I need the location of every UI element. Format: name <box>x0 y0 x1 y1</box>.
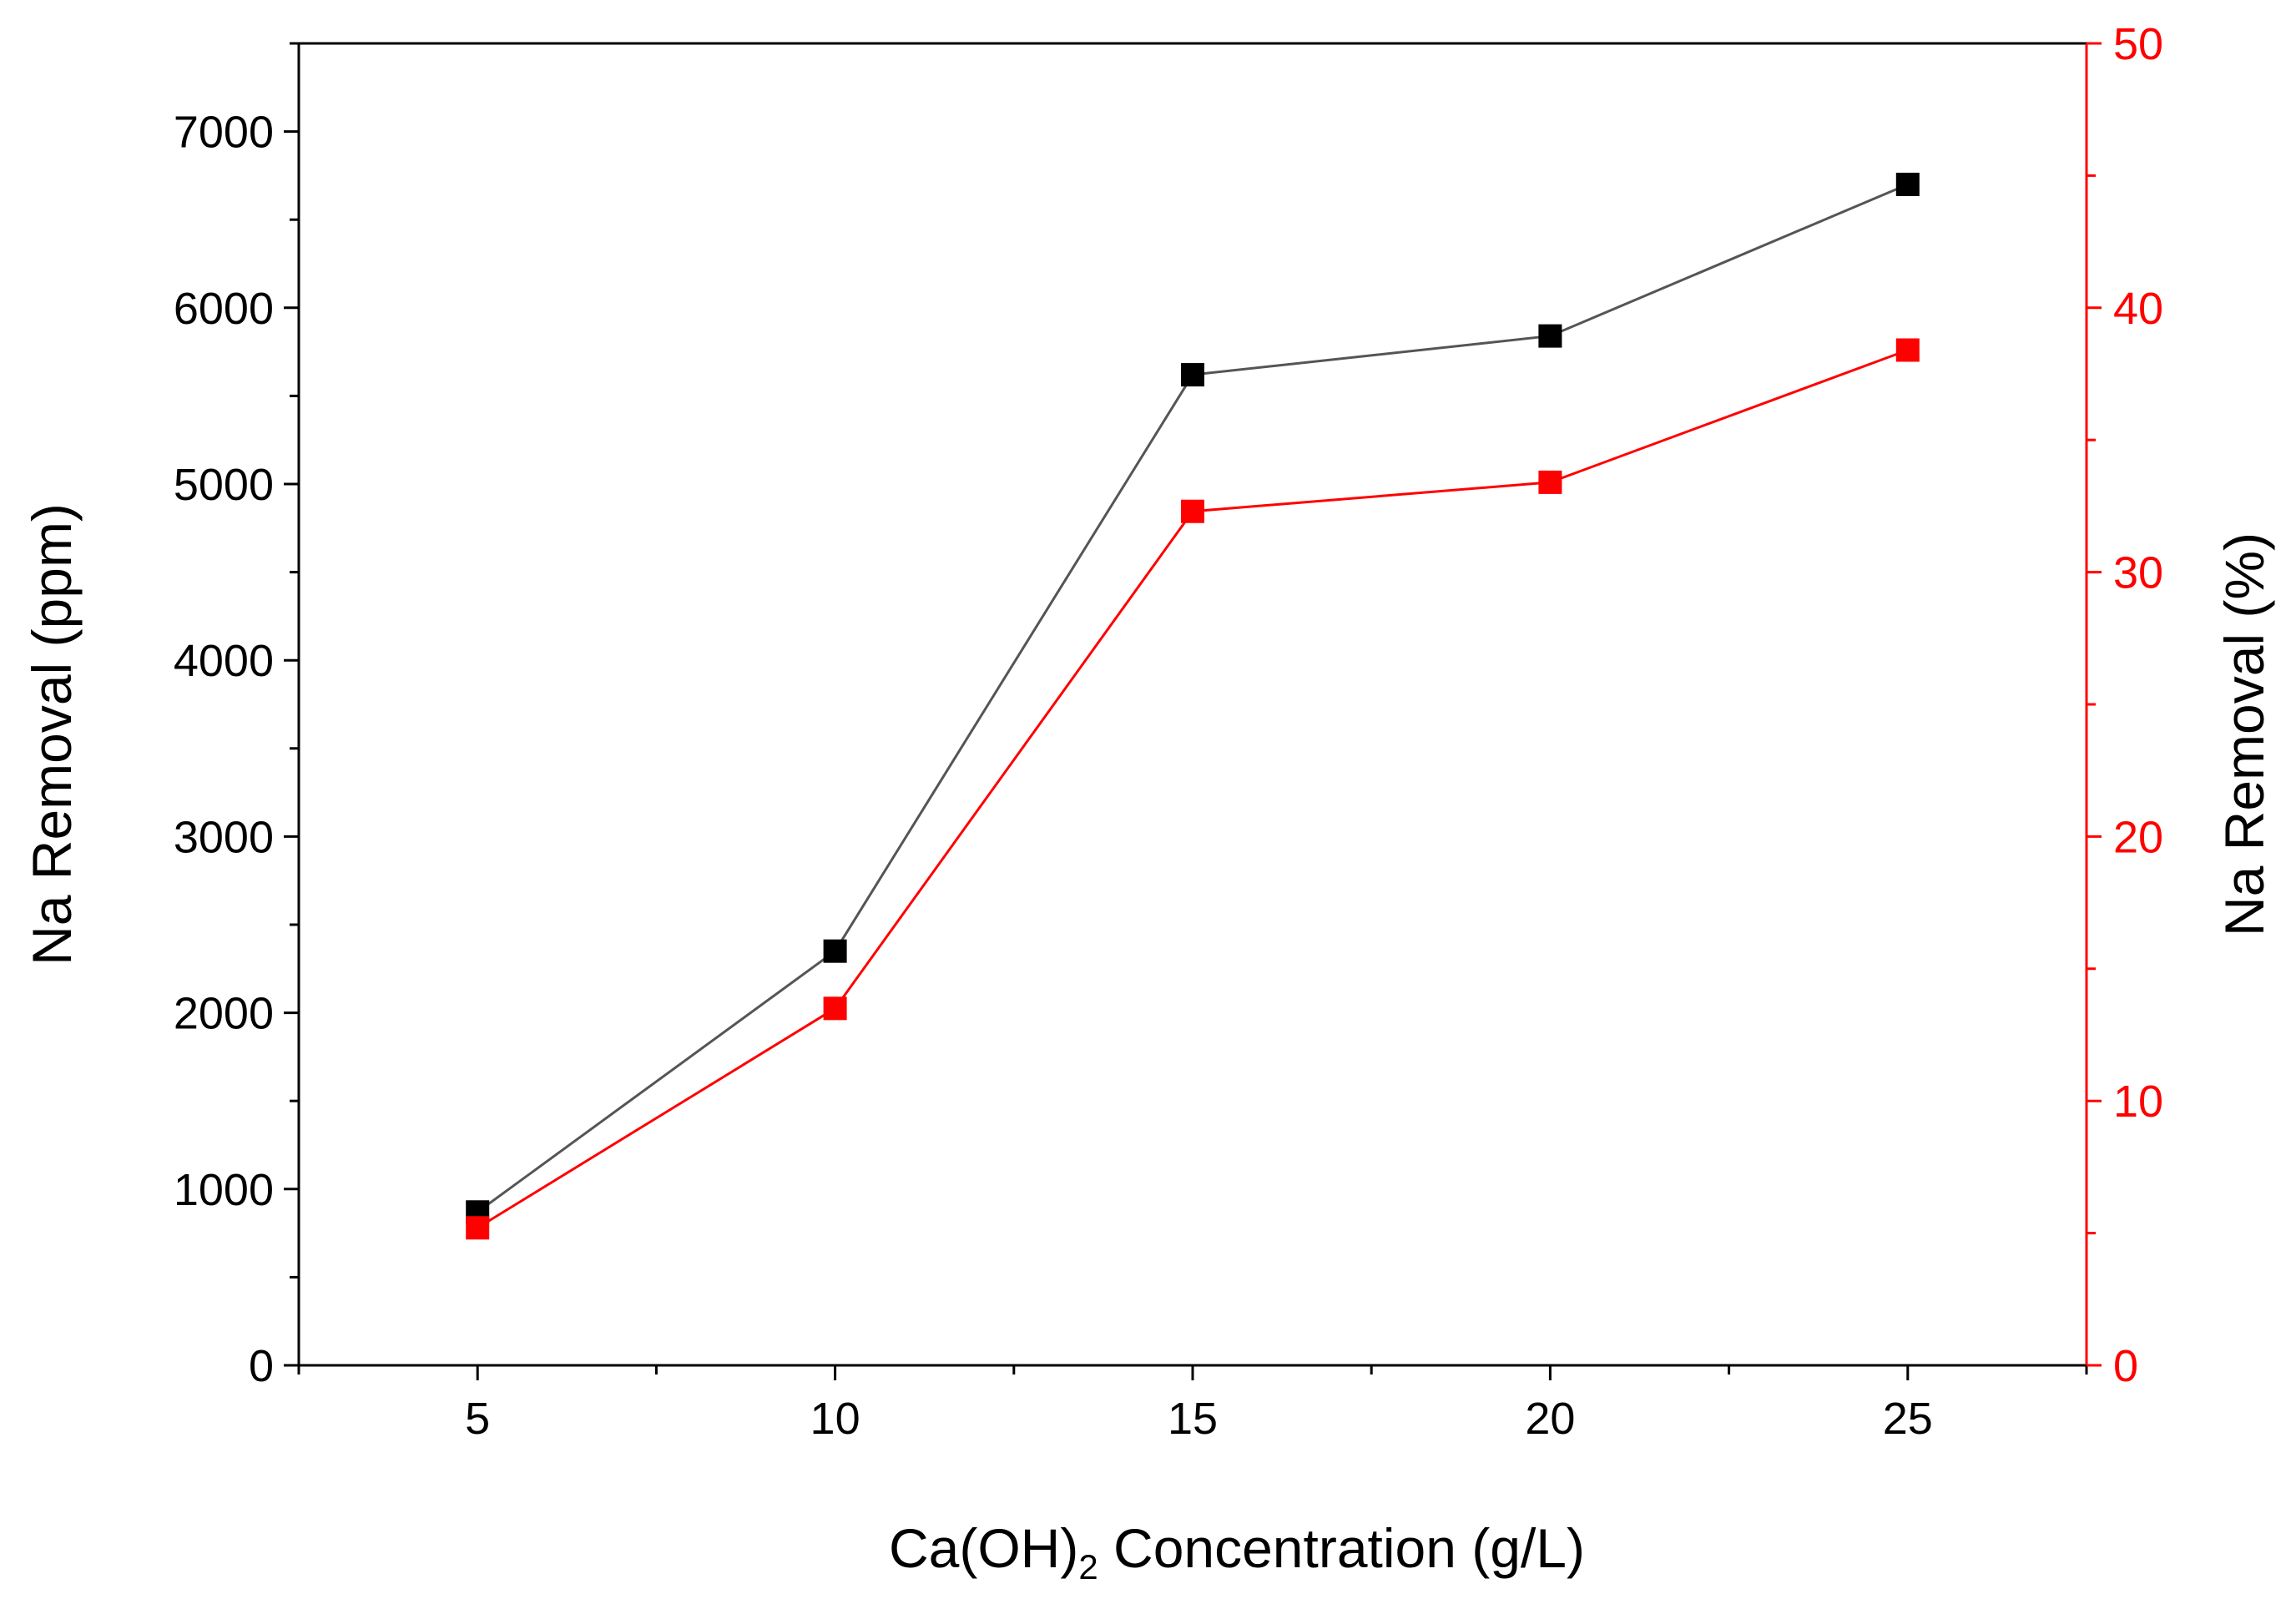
series-1-line <box>477 183 1909 1213</box>
x-axis-title-suffix: Concentration (g/L) <box>1098 1517 1585 1579</box>
series-2-point <box>466 1216 490 1240</box>
y-right-tick-label: 20 <box>2113 812 2163 862</box>
y-axis-right-title: Na Removal (%) <box>2213 532 2275 936</box>
series-1-point <box>1538 324 1562 348</box>
series-1-point <box>1181 363 1204 387</box>
x-axis-title-subscript: 2 <box>1078 1547 1098 1586</box>
x-tick-label: 20 <box>1525 1394 1575 1444</box>
y-axis-right: 0 10 20 30 40 50 <box>2087 19 2163 1391</box>
y-axis-left: 0 1000 2000 3000 4000 5000 6000 7000 <box>174 42 299 1391</box>
y-left-tick-label: 1000 <box>174 1165 274 1215</box>
series-layer <box>466 172 1920 1240</box>
y-left-tick-label: 3000 <box>174 812 274 862</box>
y-left-tick-label: 6000 <box>174 284 274 334</box>
x-tick-label: 10 <box>810 1394 860 1444</box>
y-left-tick-label: 0 <box>249 1341 274 1391</box>
x-tick-label: 5 <box>465 1394 490 1444</box>
y-right-tick-label: 50 <box>2113 19 2163 69</box>
x-tick-label: 25 <box>1883 1394 1933 1444</box>
series-2-point <box>1538 470 1562 494</box>
plot-frame <box>297 42 2088 1367</box>
y-left-tick-label: 5000 <box>174 460 274 510</box>
y-right-tick-label: 30 <box>2113 548 2163 598</box>
series-2-point <box>1181 499 1204 523</box>
series-1-point <box>823 939 847 963</box>
series-2-point <box>823 996 847 1021</box>
series-2-point <box>1895 338 1920 362</box>
x-axis: 5 10 15 20 25 <box>297 1365 2088 1444</box>
y-axis-left-title: Na Removal (ppm) <box>21 503 83 966</box>
series-2-line <box>477 349 1909 1229</box>
x-tick-label: 15 <box>1168 1394 1218 1444</box>
y-right-tick-label: 0 <box>2113 1341 2138 1391</box>
x-axis-title: Ca(OH)2 Concentration (g/L) <box>889 1517 1585 1586</box>
y-right-tick-label: 10 <box>2113 1077 2163 1127</box>
y-left-tick-label: 2000 <box>174 989 274 1039</box>
y-left-tick-label: 7000 <box>174 108 274 158</box>
series-1-point <box>1895 172 1920 196</box>
y-left-tick-label: 4000 <box>174 636 274 686</box>
y-right-tick-label: 40 <box>2113 284 2163 334</box>
x-axis-title-prefix: Ca(OH) <box>889 1517 1078 1579</box>
